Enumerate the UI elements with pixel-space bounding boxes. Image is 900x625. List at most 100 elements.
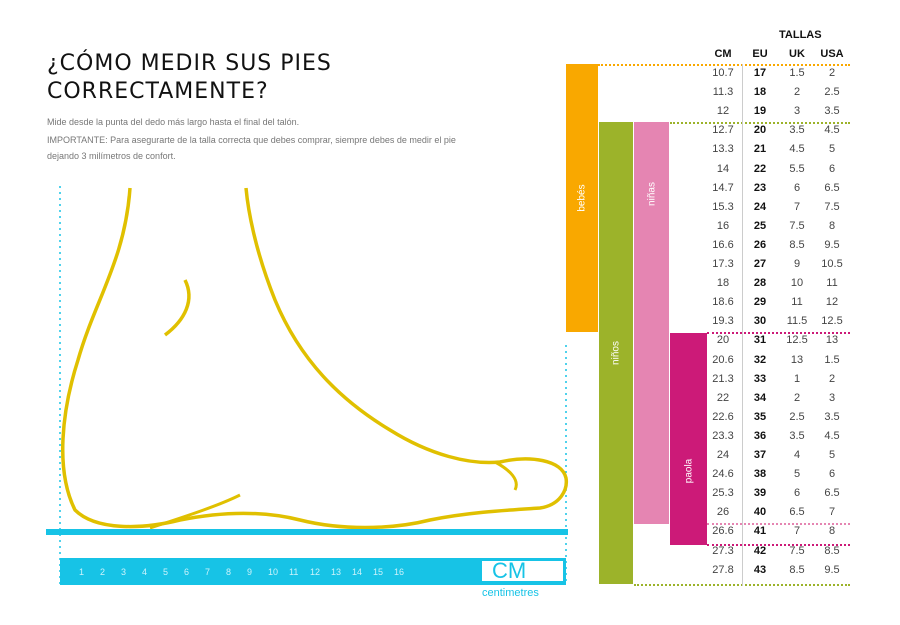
table-cell: 3.5: [789, 124, 805, 137]
table-cell: 8.5: [789, 238, 805, 251]
table-cell: 21: [753, 143, 767, 156]
table-cell: 6.5: [824, 487, 840, 500]
divider: [707, 523, 850, 525]
table-cell: 14: [716, 162, 730, 175]
table-cell: 8.5: [824, 544, 840, 557]
ruler-number: 11: [289, 567, 299, 577]
table-cell: 42: [753, 544, 767, 557]
table-cell: 25: [753, 219, 767, 232]
table-cell: 35: [753, 410, 767, 423]
ruler-number: 3: [121, 567, 127, 577]
table-cell: 26: [716, 506, 730, 519]
ruler-number: 4: [142, 567, 148, 577]
divider: [707, 544, 850, 546]
table-cell: 8: [828, 525, 836, 538]
table-cell: 7.5: [824, 200, 840, 213]
table-cell: 31: [753, 334, 767, 347]
bar-label: niños: [610, 341, 622, 365]
table-cell: 24: [753, 200, 767, 213]
table-cell: 17.3: [712, 258, 734, 270]
table-cell: 6.5: [789, 506, 805, 519]
table-cell: 5: [828, 449, 836, 461]
table-title: TALLAS: [779, 29, 822, 41]
ruler-number: 12: [310, 567, 321, 577]
column-header: UK: [789, 48, 805, 60]
divider: [670, 122, 850, 124]
floor-line: [46, 529, 568, 535]
table-cell: 22: [753, 162, 767, 175]
table-cell: 43: [753, 563, 767, 576]
bar-label: bebés: [576, 184, 588, 212]
table-cell: 2: [828, 372, 836, 385]
column-header: USA: [820, 48, 844, 60]
table-cell: 38: [753, 468, 767, 481]
instruction-text: Mide desde la punta del dedo más largo h…: [47, 117, 300, 127]
table-cell: 5.5: [789, 162, 805, 175]
table-cell: 41: [753, 525, 767, 538]
table-cell: 37: [753, 449, 767, 461]
table-cell: 12.5: [821, 315, 843, 328]
table-cell: 13: [825, 334, 839, 347]
table-cell: 4.5: [824, 429, 840, 442]
foot-outline: [61, 187, 569, 530]
table-cell: 24: [716, 449, 730, 461]
bar-label: niñas: [646, 182, 657, 207]
table-cell: 26.6: [712, 525, 734, 538]
table-cell: 27.3: [712, 544, 734, 557]
table-cell: 5: [828, 143, 836, 156]
unit: CM: [492, 558, 527, 583]
table-cell: 16.6: [712, 238, 734, 251]
table-cell: 7: [828, 506, 836, 519]
ruler-number: 10: [268, 567, 279, 577]
table-cell: 18: [716, 277, 730, 290]
table-cell: 5: [793, 468, 801, 481]
table-cell: 10.7: [712, 67, 734, 79]
table-cell: 4.5: [824, 124, 840, 137]
table-cell: 30: [753, 315, 767, 328]
table-cell: 10: [790, 277, 804, 290]
table-cell: 10.5: [821, 258, 843, 270]
table-cell: 12: [716, 105, 730, 118]
table-cell: 13: [790, 353, 804, 366]
table-cell: 17: [753, 67, 767, 79]
ruler-number: 1: [79, 567, 85, 577]
table-cell: 18: [753, 86, 767, 99]
bar-ninos: niños: [599, 122, 633, 584]
table-cell: 12.5: [786, 334, 808, 347]
table-cell: 22: [716, 391, 730, 404]
table-cell: 2: [793, 391, 801, 404]
table-cell: 7: [793, 525, 801, 538]
table-cell: 11.3: [712, 86, 734, 99]
table-cell: 6.5: [824, 181, 840, 194]
table-cell: 25.3: [712, 487, 734, 500]
ruler-number: 5: [163, 567, 169, 577]
table-cell: 28: [753, 277, 767, 290]
table-cell: 1.5: [824, 353, 840, 366]
column-divider: [742, 64, 743, 586]
title-line: CORRECTAMENTE?: [47, 79, 269, 104]
table-cell: 21.3: [712, 372, 734, 385]
bar-label: paola: [683, 458, 694, 484]
table-cell: 2.5: [789, 410, 805, 423]
ruler-number: 9: [247, 567, 253, 577]
ruler-number: 13: [331, 567, 342, 577]
ruler-number: 14: [352, 567, 363, 577]
foot-illustration: [46, 186, 569, 585]
table-cell: 12.7: [712, 124, 734, 137]
table-cell: 27: [753, 258, 767, 270]
column-header: CM: [714, 48, 732, 60]
table-cell: 20.6: [712, 353, 734, 366]
ruler-number: 2: [100, 567, 106, 577]
table-cell: 19.3: [712, 315, 734, 328]
important-text: IMPORTANTE: Para asegurarte de la talla …: [47, 135, 456, 145]
table-cell: 2: [828, 67, 836, 79]
table-cell: 2: [793, 86, 801, 99]
table-cell: 34: [753, 391, 767, 404]
table-cell: 6: [793, 181, 801, 194]
table-cell: 9.5: [824, 238, 840, 251]
table-cell: 6: [793, 487, 801, 500]
page-title: ¿CÓMO MEDIR SUS PIES CORRECTAMENTE?: [47, 50, 332, 106]
table-cell: 3: [828, 391, 836, 404]
table-cell: 40: [753, 506, 767, 519]
